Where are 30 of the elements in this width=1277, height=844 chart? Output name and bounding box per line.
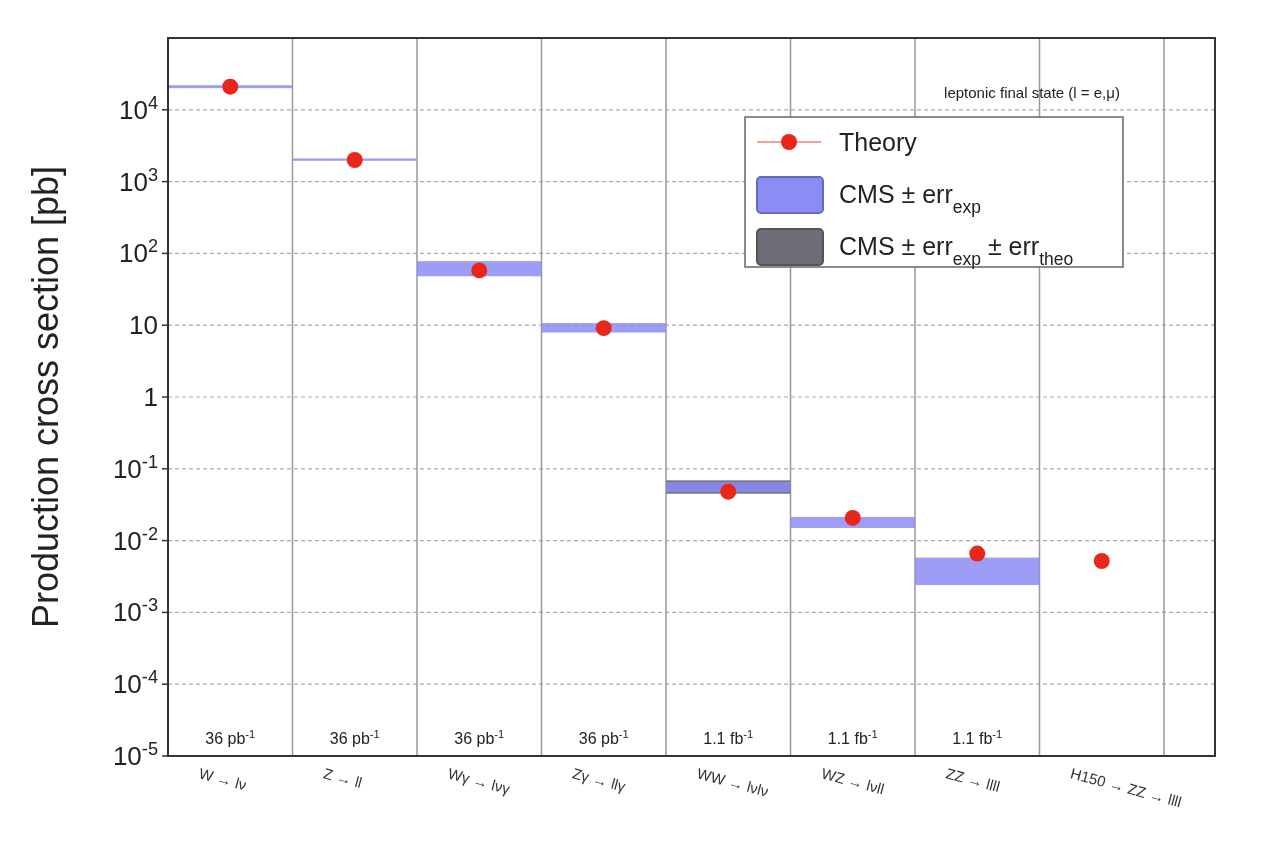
x-tick-label: WZ → lνll xyxy=(819,764,887,798)
y-tick-label: 10$^{4}$ xyxy=(118,92,158,125)
y-axis-title: Production cross section [pb] xyxy=(25,165,66,629)
y-tick-label: 1 xyxy=(143,382,158,412)
annotation: 1.1 fb$^{-1}$ xyxy=(703,728,754,747)
x-tick-label: ZZ → llll xyxy=(944,764,1002,796)
x-tick-label: Wγ → lνγ xyxy=(446,764,513,798)
x-tick-label: W → lν xyxy=(197,764,249,794)
annotation: 36 pb$^{-1}$ xyxy=(578,728,629,747)
x-tick-label: Zγ → llγ xyxy=(570,764,628,796)
annotation: 1.1 fb$^{-1}$ xyxy=(827,728,878,747)
legend-label: CMS ± err$_{exp}$ ± err$_{theo}$ xyxy=(839,232,1074,269)
x-tick-label: H150 → ZZ → llll xyxy=(1068,764,1184,811)
annotation: 36 pb$^{-1}$ xyxy=(454,728,505,747)
x-tick-label: Z → ll xyxy=(321,764,364,792)
annotation: 1.1 fb$^{-1}$ xyxy=(952,728,1003,747)
y-tick-label: 10$^{3}$ xyxy=(118,164,158,197)
y-tick-label: 10$^{-4}$ xyxy=(112,667,158,700)
y-tick-label: 10$^{-2}$ xyxy=(112,523,158,556)
y-tick-label: 10$^{-5}$ xyxy=(112,739,158,771)
y-tick-label: 10$^{-1}$ xyxy=(112,451,158,484)
y-tick-label: 10$^{-3}$ xyxy=(112,595,158,628)
annotation: 36 pb$^{-1}$ xyxy=(329,728,380,747)
y-tick-label: 10 xyxy=(129,310,158,341)
y-tick-label: 10$^{2}$ xyxy=(118,236,158,269)
legend-label: Theory xyxy=(839,128,918,156)
legend-title: leptonic final state (l = e,μ) xyxy=(944,84,1120,101)
x-tick-label: WW → lνlν xyxy=(695,764,771,800)
legend-label: CMS ± err$_{exp}$ xyxy=(839,180,981,217)
annotation: 36 pb$^{-1}$ xyxy=(205,728,256,747)
